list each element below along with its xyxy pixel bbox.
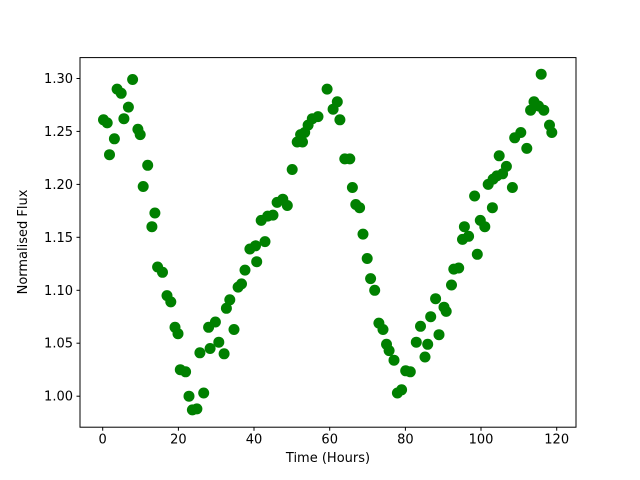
plot-area: 0 20 40 60 80 100 120 1.00 1.05 1.10 1.15 1.20 1.25 1… <box>44 57 577 448</box>
data-point <box>354 202 366 214</box>
x-tick-label: 80 <box>397 433 414 448</box>
data-point <box>419 351 431 363</box>
y-axis-label: Normalised Flux <box>16 189 31 294</box>
y-tick-label: 1.10 <box>44 284 73 299</box>
data-point <box>383 345 395 357</box>
x-tick-label: 0 <box>99 433 107 448</box>
x-tick-label: 60 <box>321 433 338 448</box>
data-point <box>213 336 225 348</box>
x-tick-label: 40 <box>246 433 263 448</box>
data-point <box>500 160 512 172</box>
data-point <box>312 111 324 123</box>
data-point <box>250 240 261 252</box>
data-point <box>104 149 115 161</box>
data-point <box>180 366 192 378</box>
data-point <box>334 114 346 126</box>
data-point <box>281 200 293 211</box>
data-point <box>346 182 358 193</box>
x-tick-label: 100 <box>469 433 494 448</box>
data-point <box>365 273 377 285</box>
data-point <box>453 262 465 274</box>
data-point <box>297 136 308 148</box>
data-point <box>538 104 550 116</box>
data-point <box>331 96 343 108</box>
data-point <box>165 296 177 308</box>
x-tick-label: 120 <box>544 433 569 448</box>
data-point <box>142 159 154 171</box>
data-point <box>224 294 236 306</box>
data-point <box>463 230 475 242</box>
data-point <box>108 133 120 145</box>
data-point <box>183 390 195 402</box>
plot-frame <box>79 57 577 428</box>
y-tick-label: 1.15 <box>44 231 73 246</box>
data-point <box>172 328 184 340</box>
x-axis-label: Time (Hours) <box>285 451 370 466</box>
data-point <box>479 221 491 233</box>
y-tick-label: 1.30 <box>44 72 73 87</box>
y-tick-label: 1.20 <box>44 178 73 193</box>
data-point <box>357 228 369 240</box>
data-point <box>157 266 168 278</box>
data-point <box>194 347 206 359</box>
y-tick-label: 1.00 <box>44 390 73 405</box>
data-point <box>469 190 481 202</box>
data-point <box>127 74 139 85</box>
data-point <box>204 343 216 354</box>
data-point <box>101 117 113 129</box>
y-tick-label: 1.25 <box>44 125 73 140</box>
data-point <box>433 329 445 341</box>
data-point <box>239 264 251 276</box>
data-point <box>146 221 158 233</box>
data-point <box>493 150 505 162</box>
data-point <box>267 209 279 221</box>
data-point <box>422 338 434 350</box>
data-point <box>115 87 127 99</box>
data-point <box>361 253 373 264</box>
data-point <box>209 316 221 328</box>
data-point <box>521 142 533 154</box>
data-point <box>118 113 130 125</box>
data-point <box>251 256 263 268</box>
data-point <box>137 181 149 192</box>
data-point <box>191 403 203 415</box>
data-point <box>134 129 146 141</box>
data-point <box>369 284 381 296</box>
data-point <box>388 354 400 366</box>
y-tick-label: 1.05 <box>44 337 73 352</box>
data-point <box>198 387 210 399</box>
data-point <box>344 153 356 165</box>
data-point <box>486 202 498 214</box>
data-point <box>259 236 271 248</box>
data-point <box>440 305 452 317</box>
data-point <box>425 311 437 323</box>
data-point <box>286 164 298 175</box>
data-point <box>236 278 247 290</box>
x-tick-label: 20 <box>170 433 187 448</box>
data-point <box>410 336 422 348</box>
data-point <box>377 324 389 335</box>
data-point <box>396 384 408 396</box>
data-point <box>122 101 134 113</box>
data-point <box>546 127 558 138</box>
data-point <box>228 324 240 335</box>
data-point <box>471 248 483 260</box>
data-point <box>506 182 518 193</box>
data-point <box>446 279 457 291</box>
data-point <box>220 302 232 314</box>
data-point <box>149 207 161 219</box>
data-point <box>404 366 416 378</box>
data-point <box>321 83 333 95</box>
data-point <box>430 293 442 305</box>
data-point <box>415 320 426 332</box>
data-point <box>218 348 230 360</box>
data-point <box>458 221 470 233</box>
data-point <box>535 68 547 80</box>
data-point <box>515 127 527 138</box>
